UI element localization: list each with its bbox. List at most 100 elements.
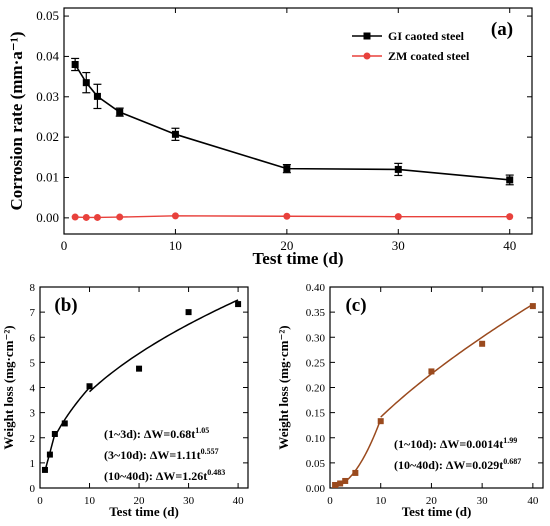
panel-b-point xyxy=(41,466,48,473)
panel-c-ytick-label: 0.35 xyxy=(306,307,326,319)
panel-a-ylabel: Corrosion rate (mm·a⁻¹) xyxy=(7,32,26,211)
panel-c-ytick-label: 0.00 xyxy=(306,483,326,495)
panel-c-ytick-label: 0.20 xyxy=(306,383,326,395)
panel-c-ytick-label: 0.10 xyxy=(306,433,326,445)
panel-c-xtick-label: 0 xyxy=(327,495,333,507)
panel-b-ytick-label: 7 xyxy=(30,307,36,319)
panel-a-ytick-label: 0.00 xyxy=(36,210,59,225)
panel-c-ytick-label: 0.25 xyxy=(306,357,326,369)
gi-point xyxy=(283,165,291,173)
panel-c-ytick-label: 0.30 xyxy=(306,332,326,344)
panel-a-ytick-label: 0.01 xyxy=(36,170,59,185)
panel-b-equation-exponent: 0.483 xyxy=(207,468,225,477)
panel-a-ytick-label: 0.04 xyxy=(36,48,59,63)
panel-a: 0 10 20 30 40 0.00 0.01 0.02 0.03 0.04 0.05 GI caot… xyxy=(7,7,533,268)
panel-c-point xyxy=(529,303,536,310)
panel-c-equation-text: (1~10d): ΔW=0.0014t xyxy=(394,437,503,451)
panel-b-equation-3: (10~40d): ΔW=1.26t0.483 xyxy=(104,468,225,483)
legend-zm-marker xyxy=(363,52,371,60)
panel-b-equation-1: (1~3d): ΔW=0.68t1.05 xyxy=(104,426,209,441)
panel-c-xtick-label: 20 xyxy=(426,495,438,507)
panel-c-equation-exponent: 0.687 xyxy=(503,457,521,466)
panel-a-xlabel: Test time (d) xyxy=(253,249,344,268)
panel-b-ytick-label: 2 xyxy=(30,433,36,445)
panel-c-fit-curve-2 xyxy=(380,303,534,418)
panel-c-fit-curve-1 xyxy=(334,418,382,489)
panel-c-ylabel: Weight loss (mg·cm⁻²) xyxy=(276,325,291,449)
panel-c-xlabel: Test time (d) xyxy=(402,504,472,519)
zm-point xyxy=(506,213,514,221)
panel-b-xlabel: Test time (d) xyxy=(109,504,179,519)
series-zm-line xyxy=(75,215,510,219)
zm-point xyxy=(82,213,90,221)
panel-b-xtick-label: 10 xyxy=(84,495,96,507)
panel-c-equation-1: (1~10d): ΔW=0.0014t1.99 xyxy=(394,436,517,451)
gi-point xyxy=(116,108,124,116)
panel-c-point xyxy=(332,481,339,488)
panel-b-ytick-label: 3 xyxy=(30,408,36,420)
panel-a-xtick-label: 0 xyxy=(61,238,68,253)
panel-c-equation-text: (10~40d): ΔW=0.029t xyxy=(394,458,503,472)
panel-b-point xyxy=(86,383,93,390)
panel-c-point xyxy=(428,368,435,375)
panel-c-ytick-label: 0.40 xyxy=(306,282,326,294)
panel-a-label: (a) xyxy=(491,19,513,40)
panel-b-ylabel: Weight loss (mg·cm⁻²) xyxy=(1,325,16,449)
zm-point xyxy=(171,212,179,220)
panel-b-point xyxy=(136,365,143,372)
panel-b-fit-curve-3 xyxy=(89,299,239,393)
legend-zm-label: ZM coated steel xyxy=(388,49,470,63)
panel-b-point xyxy=(235,301,242,308)
gi-point xyxy=(394,165,402,173)
gi-point xyxy=(82,79,90,87)
panel-b-equation-text: (3~10d): ΔW=1.11t xyxy=(104,448,201,462)
panel-b-ytick-label: 4 xyxy=(30,383,36,395)
panel-b-ytick-label: 0 xyxy=(30,483,36,495)
panel-c-point xyxy=(337,480,344,487)
panel-b-equation-exponent: 0.557 xyxy=(201,447,219,456)
series-gi-line xyxy=(74,64,510,181)
panel-c-label: (c) xyxy=(345,295,366,316)
panel-c-point xyxy=(377,418,384,425)
panel-b-point xyxy=(46,451,53,458)
panel-a-xtick-label: 20 xyxy=(280,238,293,253)
panel-b-equation-2: (3~10d): ΔW=1.11t0.557 xyxy=(104,447,219,462)
panel-a-ytick-label: 0.03 xyxy=(36,89,59,104)
panel-c-xtick-label: 10 xyxy=(375,495,387,507)
zm-point xyxy=(71,213,79,221)
panel-b: 0 10 20 30 40 0 1 2 3 4 5 6 7 8 (1~3d): ΔW=0.68t1.05 (3… xyxy=(1,282,249,519)
zm-point xyxy=(93,213,101,221)
panel-a-ytick-label: 0.02 xyxy=(36,129,59,144)
panel-c-point xyxy=(479,340,486,347)
panel-c-xtick-label: 30 xyxy=(477,495,489,507)
panel-b-xtick-label: 30 xyxy=(183,495,195,507)
legend-gi-label: GI caoted steel xyxy=(388,29,465,43)
zm-point xyxy=(116,213,124,221)
panel-c-xtick-label: 40 xyxy=(527,495,539,507)
panel-c-equation-2: (10~40d): ΔW=0.029t0.687 xyxy=(394,457,521,472)
panel-a-xtick-label: 40 xyxy=(503,238,516,253)
legend-gi-marker xyxy=(363,32,371,40)
panel-b-equation-exponent: 1.05 xyxy=(195,426,209,435)
panel-b-equation-text: (1~3d): ΔW=0.68t xyxy=(104,427,195,441)
gi-point xyxy=(93,92,101,100)
zm-point xyxy=(394,213,402,221)
gi-point xyxy=(506,176,514,184)
panel-b-ytick-label: 5 xyxy=(30,357,36,369)
panel-a-ytick-label: 0.05 xyxy=(36,8,59,23)
panel-c: 0 10 20 30 40 0.00 0.05 0.10 0.15 0.20 0.25 0.30 0.3… xyxy=(276,282,544,519)
gi-point xyxy=(171,130,179,138)
panel-b-ytick-label: 6 xyxy=(30,332,36,344)
panel-a-xtick-label: 30 xyxy=(392,238,405,253)
panel-b-equation-text: (10~40d): ΔW=1.26t xyxy=(104,469,207,483)
zm-point xyxy=(283,212,291,220)
panel-b-xtick-label: 40 xyxy=(233,495,245,507)
panel-b-xtick-label: 0 xyxy=(37,495,43,507)
panel-b-ytick-label: 1 xyxy=(30,458,36,470)
panel-b-fit-curve-2 xyxy=(54,386,91,437)
panel-c-ytick-label: 0.05 xyxy=(306,458,326,470)
panel-b-point xyxy=(185,309,192,316)
panel-b-label: (b) xyxy=(54,295,77,316)
gi-point xyxy=(71,61,79,68)
